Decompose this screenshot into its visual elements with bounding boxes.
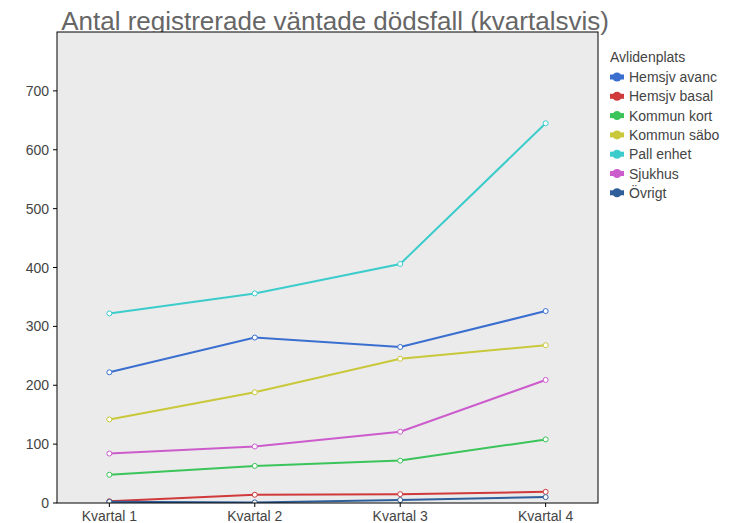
series-marker <box>543 377 548 382</box>
y-tick-label: 0 <box>41 495 49 511</box>
x-tick <box>545 503 546 507</box>
series-line <box>109 492 545 501</box>
legend-label: Pall enhet <box>629 146 691 162</box>
legend-marker <box>613 150 622 159</box>
chart: Antal registrerade väntade dödsfall (kva… <box>0 0 751 523</box>
series-marker <box>398 344 403 349</box>
series-marker <box>398 261 403 266</box>
y-tick-label: 300 <box>26 318 50 334</box>
series-marker <box>107 311 112 316</box>
series-marker <box>398 458 403 463</box>
series-marker <box>543 121 548 126</box>
series-marker <box>398 498 403 503</box>
series-marker <box>543 437 548 442</box>
series-marker <box>398 492 403 497</box>
series-marker <box>252 492 257 497</box>
legend-label: Hemsjv avanc <box>629 69 717 85</box>
y-tick-label: 100 <box>26 436 50 452</box>
legend-label: Hemsjv basal <box>629 88 713 104</box>
series-marker <box>252 444 257 449</box>
y-tick <box>53 267 57 268</box>
series-line <box>109 380 545 454</box>
y-tick-label: 700 <box>26 83 50 99</box>
series-marker <box>107 370 112 375</box>
legend-marker <box>613 130 622 139</box>
y-tick <box>53 503 57 504</box>
series-marker <box>107 417 112 422</box>
series-marker <box>107 499 112 503</box>
series-line <box>109 311 545 372</box>
series-marker <box>107 499 112 503</box>
y-tick-label: 400 <box>26 260 50 276</box>
series-marker <box>398 356 403 361</box>
y-tick <box>53 326 57 327</box>
series-marker <box>252 463 257 468</box>
legend-marker <box>613 92 622 101</box>
y-tick <box>53 444 57 445</box>
series-marker <box>107 451 112 456</box>
y-tick-label: 600 <box>26 142 50 158</box>
x-tick <box>109 503 110 507</box>
y-tick <box>53 90 57 91</box>
series-marker <box>107 472 112 477</box>
series-line <box>109 497 545 502</box>
legend-title: Avlidenplats <box>610 49 685 65</box>
series-marker <box>543 489 548 494</box>
y-tick-label: 500 <box>26 201 50 217</box>
series-line <box>109 123 545 313</box>
legend-marker <box>613 169 622 178</box>
y-tick-label: 200 <box>26 377 50 393</box>
plot-background <box>57 32 598 503</box>
y-tick <box>53 208 57 209</box>
series-line <box>109 345 545 419</box>
series-line <box>109 439 545 474</box>
x-tick <box>254 503 255 507</box>
legend-marker <box>613 111 622 120</box>
legend-label: Kommun kort <box>629 108 712 124</box>
series-marker <box>543 495 548 500</box>
y-tick <box>53 385 57 386</box>
x-tick-label: Kvartal 2 <box>227 508 282 523</box>
x-tick-label: Kvartal 1 <box>82 508 137 523</box>
legend-marker <box>613 73 622 82</box>
series-marker <box>252 335 257 340</box>
legend-label: Övrigt <box>629 184 666 201</box>
y-tick <box>53 149 57 150</box>
legend-marker <box>613 188 622 197</box>
series-marker <box>543 343 548 348</box>
x-tick-label: Kvartal 4 <box>518 508 573 523</box>
plot-frame <box>57 32 598 503</box>
legend-label: Sjukhus <box>629 166 679 182</box>
series-marker <box>543 309 548 314</box>
legend-label: Kommun säbo <box>629 127 719 143</box>
x-tick <box>400 503 401 507</box>
series-marker <box>398 429 403 434</box>
x-tick-label: Kvartal 3 <box>373 508 428 523</box>
series-group <box>107 121 548 503</box>
series-marker <box>252 390 257 395</box>
series-marker <box>252 291 257 296</box>
